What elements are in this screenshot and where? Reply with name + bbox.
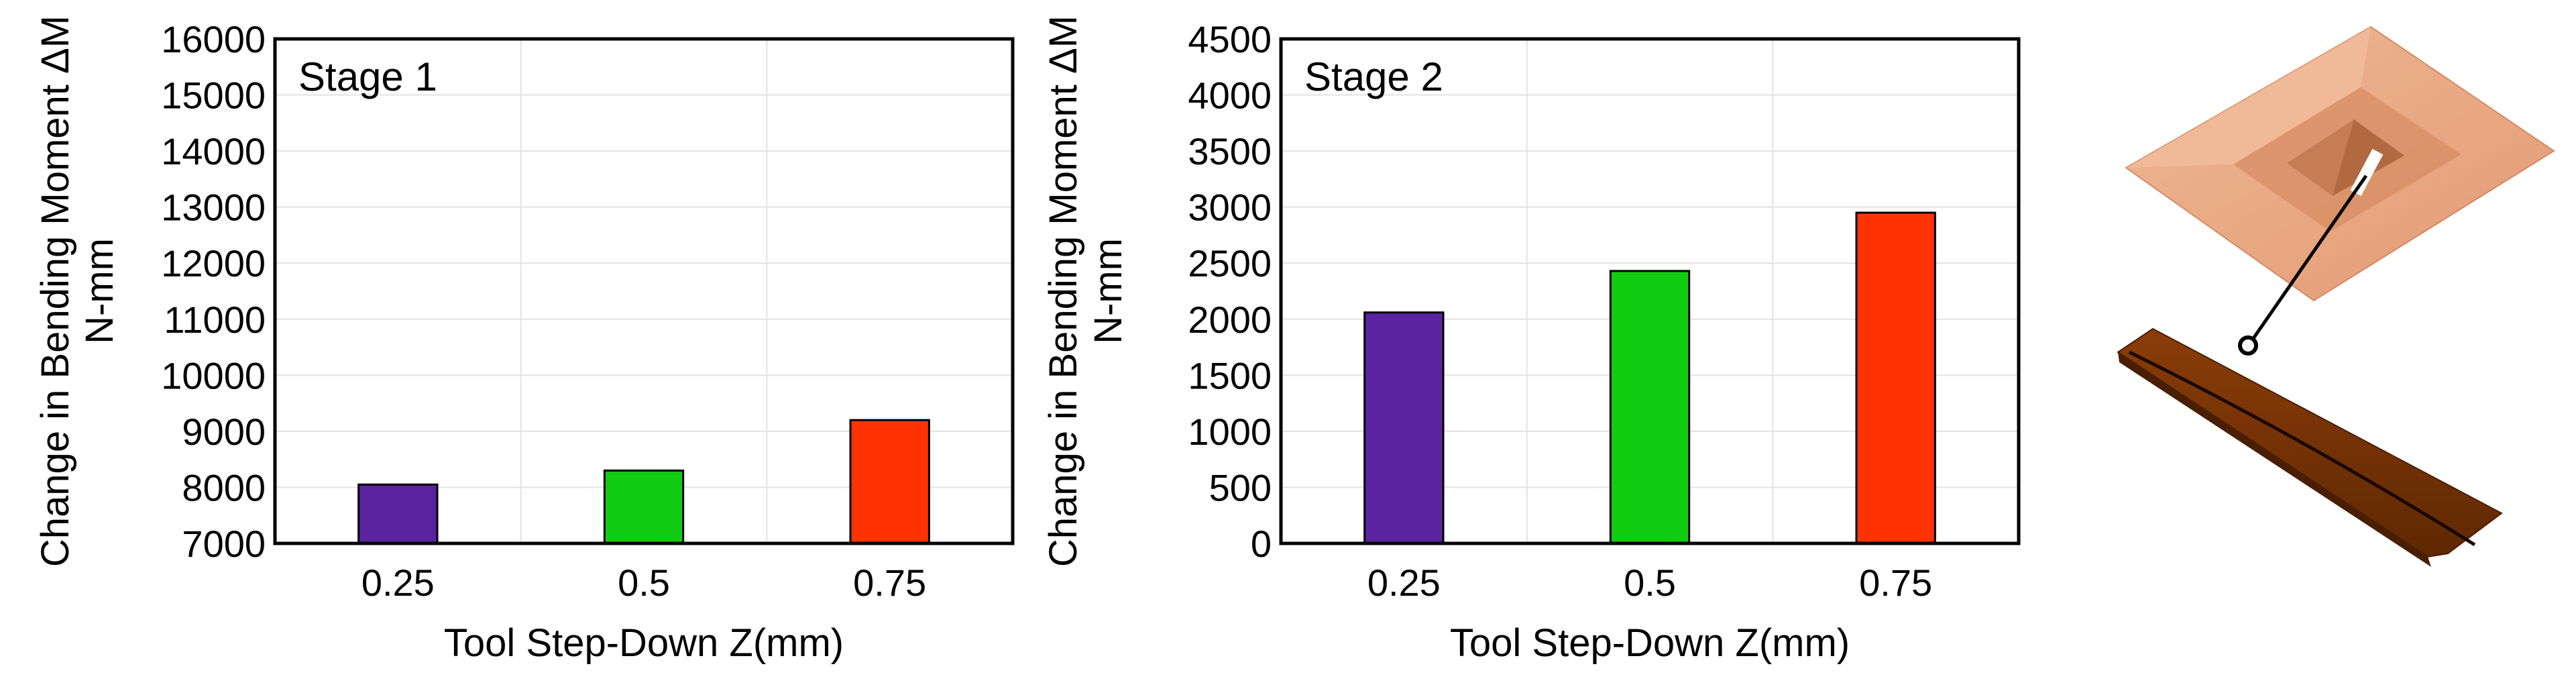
stage-2-x-ticks: 0.25 0.5 0.75 bbox=[1367, 562, 1932, 604]
formed-sheet-graphic bbox=[2125, 25, 2555, 302]
stage-1-gridlines bbox=[275, 39, 1013, 543]
stage-1-x-tick-label: 0.75 bbox=[853, 562, 926, 604]
stage-1-x-tick-label: 0.25 bbox=[361, 562, 435, 604]
stage-2-y-tick-label: 2000 bbox=[1188, 299, 1272, 341]
stage-2-y-axis-title-line1: Change in Bending Moment ΔM bbox=[1042, 15, 1085, 567]
stage-2-y-tick-label: 1500 bbox=[1188, 354, 1272, 396]
stage-2-y-tick-label: 4500 bbox=[1188, 18, 1272, 60]
stage-2-y-tick-label: 500 bbox=[1209, 466, 1272, 509]
stage-1-y-axis-title-line2: N-mm bbox=[78, 238, 121, 344]
stage-1-y-tick-label: 7000 bbox=[182, 523, 266, 565]
stage-2-x-tick-label: 0.75 bbox=[1859, 562, 1932, 604]
bent-strip-graphic bbox=[2117, 327, 2503, 567]
stage-1-x-axis-title: Tool Step-Down Z(mm) bbox=[444, 621, 844, 665]
stage-1-plot-frame bbox=[273, 37, 1015, 545]
formed-part-illustration bbox=[2117, 25, 2555, 567]
stage-1-bar-0.25 bbox=[357, 483, 439, 545]
stage-1-y-tick-label: 14000 bbox=[161, 130, 266, 172]
stage-2-y-tick-label: 1000 bbox=[1188, 411, 1272, 453]
stage-1-y-tick-label: 8000 bbox=[182, 466, 266, 509]
stage-1-y-tick-label: 12000 bbox=[161, 242, 266, 284]
stage-1-y-tick-label: 13000 bbox=[161, 187, 266, 229]
stage-1-panel-label: Stage 1 bbox=[298, 54, 437, 99]
stage-1-x-tick-label: 0.5 bbox=[618, 562, 670, 604]
stage-2-y-tick-label: 3000 bbox=[1188, 187, 1272, 229]
stage-2-chart: Stage 2 0 500 1000 1500 2000 2500 3000 3500 4000… bbox=[1042, 15, 2021, 665]
stage-2-x-axis-title: Tool Step-Down Z(mm) bbox=[1450, 621, 1850, 665]
stage-2-y-axis-title-line2: N-mm bbox=[1086, 238, 1130, 344]
stage-1-y-tick-label: 10000 bbox=[161, 354, 266, 396]
stage-2-panel-label: Stage 2 bbox=[1304, 54, 1443, 99]
stage-2-plot-frame bbox=[1279, 37, 2021, 545]
stage-2-bar-0.5 bbox=[1609, 270, 1691, 545]
section-marker-graphic bbox=[2238, 148, 2384, 356]
stage-1-bar-0.75 bbox=[849, 419, 930, 545]
stage-2-bar-0.25 bbox=[1363, 311, 1445, 545]
stage-2-x-tick-label: 0.25 bbox=[1367, 562, 1441, 604]
stage-1-x-ticks: 0.25 0.5 0.75 bbox=[361, 562, 926, 604]
stage-2-y-ticks: 0 500 1000 1500 2000 2500 3000 3500 4000 4500 bbox=[1188, 18, 1272, 565]
stage-2-bars bbox=[1363, 211, 1936, 545]
stage-2-bar-0.75 bbox=[1855, 211, 1936, 545]
stage-2-x-tick-label: 0.5 bbox=[1624, 562, 1676, 604]
stage-1-y-tick-label: 11000 bbox=[164, 299, 266, 341]
stage-1-bars bbox=[357, 419, 930, 545]
stage-1-y-tick-label: 16000 bbox=[161, 18, 266, 60]
stage-2-y-tick-label: 2500 bbox=[1188, 242, 1272, 284]
stage-1-chart: Stage 1 7000 8000 9000 10000 11000 12000 13000… bbox=[34, 15, 1015, 665]
stage-1-y-tick-label: 15000 bbox=[161, 74, 266, 117]
stage-1-y-ticks: 7000 8000 9000 10000 11000 12000 13000 14000 150… bbox=[161, 18, 266, 565]
stage-1-bar-0.5 bbox=[603, 469, 685, 545]
stage-1-y-axis-title-line1: Change in Bending Moment ΔM bbox=[34, 15, 77, 567]
stage-2-y-tick-label: 4000 bbox=[1188, 74, 1272, 117]
stage-2-y-tick-label: 0 bbox=[1251, 523, 1272, 565]
stage-2-y-tick-label: 3500 bbox=[1188, 130, 1272, 172]
stage-1-y-tick-label: 9000 bbox=[182, 411, 266, 453]
